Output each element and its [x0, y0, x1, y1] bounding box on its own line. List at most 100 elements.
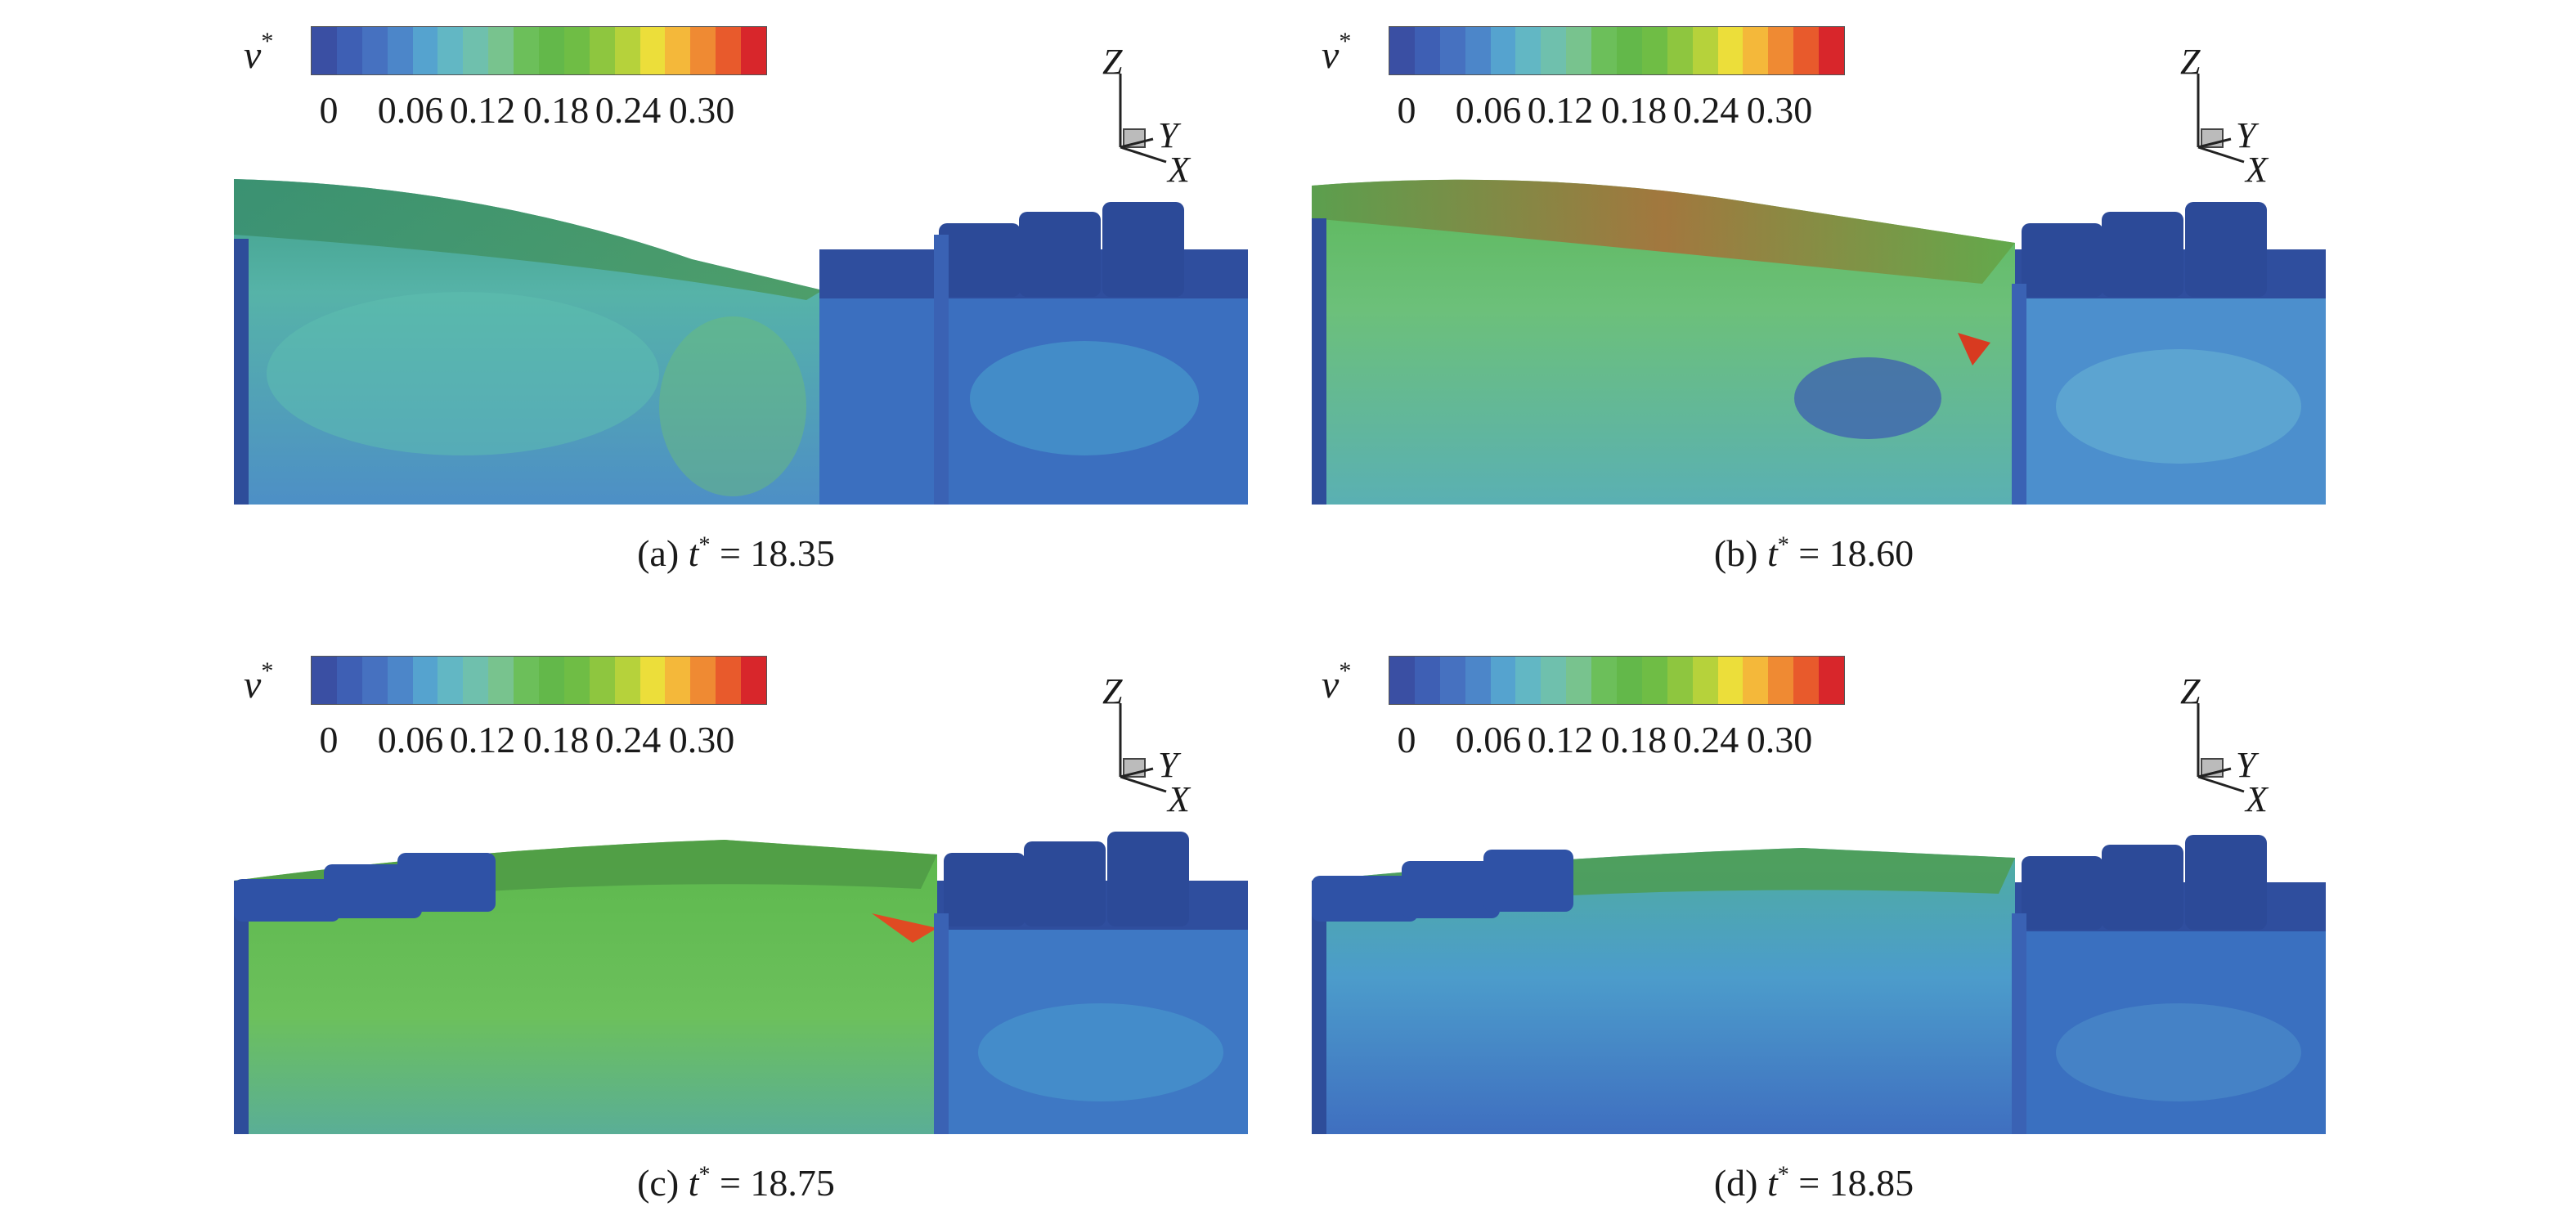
colorbar-tick-label: 0.24	[595, 719, 662, 760]
axis-label-x: X	[1168, 150, 1190, 190]
colorbar-tick-label: 0.24	[1672, 719, 1739, 760]
colorbar-band	[1490, 657, 1516, 704]
colorbar-band	[690, 27, 716, 74]
axis-triad-icon	[2197, 703, 2245, 793]
axis-label-y: Y	[1158, 745, 1178, 785]
colorbar-band	[361, 657, 388, 704]
colorbar-band	[1692, 27, 1718, 74]
panel-a: v* 0 0.06 0.12 0.18 0.24 0.30 Z Y X	[229, 18, 1308, 590]
colorbar-band	[1515, 657, 1542, 704]
colorbar	[311, 656, 767, 705]
colorbar-band	[1591, 657, 1618, 704]
colorbar-band	[1414, 27, 1440, 74]
colorbar-band	[741, 27, 767, 74]
colorbar-band	[514, 657, 540, 704]
colorbar	[1389, 26, 1845, 75]
colorbar-tick-label: 0	[1397, 719, 1416, 760]
colorbar-band	[589, 27, 615, 74]
colorbar-tick-label: 0.18	[523, 89, 590, 131]
colorbar-band	[539, 27, 564, 74]
colorbar-band	[1439, 27, 1465, 74]
colorbar-band	[387, 27, 413, 74]
colorbar-band	[1414, 657, 1440, 704]
colorbar-band	[1743, 657, 1769, 704]
colorbar	[311, 26, 767, 75]
axis-label-z: Z	[2180, 42, 2201, 82]
axis-triad: Z Y X	[2180, 671, 2311, 819]
axis-triad-icon	[1119, 703, 1167, 793]
colorbar-tick-label: 0.24	[595, 89, 662, 131]
colorbar-band	[514, 27, 540, 74]
colorbar-band	[1389, 657, 1415, 704]
colorbar-band	[563, 27, 590, 74]
colorbar-band	[438, 27, 464, 74]
colorbar-band	[1641, 27, 1667, 74]
colorbar-band	[1617, 657, 1642, 704]
colorbar-band	[1819, 657, 1845, 704]
axis-label-y: Y	[2236, 745, 2256, 785]
colorbar-tick-label: 0.18	[1600, 89, 1667, 131]
panel-d: v* 0 0.06 0.12 0.18 0.24 0.30 Z Y X	[1307, 648, 2386, 1220]
axis-triad: Z Y X	[1102, 42, 1233, 190]
colorbar-tick-label: 0.12	[449, 719, 516, 760]
colorbar-tick-label: 0.30	[668, 719, 735, 760]
colorbar-tick-label: 0.30	[1746, 89, 1813, 131]
colorbar-band	[1566, 657, 1592, 704]
colorbar-band	[1465, 657, 1491, 704]
colorbar-band	[488, 27, 514, 74]
colorbar-band	[1768, 657, 1794, 704]
panel-caption: (d) t* = 18.85	[1713, 1162, 1914, 1204]
colorbar-band	[563, 657, 590, 704]
colorbar-label: v*	[1322, 657, 1352, 706]
axis-triad: Z Y X	[1102, 671, 1233, 819]
colorbar-band	[1717, 657, 1744, 704]
colorbar-band	[1566, 27, 1592, 74]
colorbar-band	[716, 657, 742, 704]
colorbar-tick-label: 0	[1397, 89, 1416, 131]
colorbar-band	[1490, 27, 1516, 74]
colorbar-band	[1389, 27, 1415, 74]
colorbar-band	[665, 27, 691, 74]
colorbar-tick-label: 0	[319, 89, 339, 131]
colorbar-band	[1515, 27, 1542, 74]
colorbar-band	[1667, 27, 1693, 74]
colorbar-band	[665, 657, 691, 704]
colorbar	[1389, 656, 1845, 705]
simulation-scene-d	[1312, 835, 2326, 1134]
colorbar-tick-label: 0.24	[1672, 89, 1739, 131]
panel-caption: (b) t* = 18.60	[1713, 532, 1914, 574]
colorbar-band	[1641, 657, 1667, 704]
colorbar-band	[1793, 657, 1820, 704]
axis-label-x: X	[2246, 150, 2268, 190]
colorbar-band	[387, 657, 413, 704]
colorbar-band	[412, 27, 438, 74]
colorbar-band	[312, 657, 337, 704]
colorbar-tick-label: 0	[319, 719, 339, 760]
axis-label-y: Y	[1158, 115, 1178, 155]
panel-b: v* 0 0.06 0.12 0.18 0.24 0.30 Z Y X	[1307, 18, 2386, 590]
colorbar-band	[1617, 27, 1642, 74]
colorbar-tick-label: 0.30	[1746, 719, 1813, 760]
colorbar-band	[312, 27, 337, 74]
colorbar-band	[1692, 657, 1718, 704]
colorbar-band	[614, 657, 640, 704]
colorbar-band	[1768, 27, 1794, 74]
colorbar-label: v*	[244, 28, 274, 77]
colorbar-tick-label: 0.06	[1455, 719, 1522, 760]
colorbar-band	[741, 657, 767, 704]
colorbar-band	[1541, 657, 1567, 704]
colorbar-band	[589, 657, 615, 704]
axis-triad-icon	[2197, 74, 2245, 164]
panel-c: v* 0 0.06 0.12 0.18 0.24 0.30 Z Y X	[229, 648, 1308, 1220]
panel-caption: (c) t* = 18.75	[637, 1162, 835, 1204]
axis-triad: Z Y X	[2180, 42, 2311, 190]
colorbar-band	[1743, 27, 1769, 74]
colorbar-tick-label: 0.06	[1455, 89, 1522, 131]
colorbar-tick-label: 0.18	[523, 719, 590, 760]
simulation-scene-b	[1312, 179, 2326, 505]
axis-triad-icon	[1119, 74, 1167, 164]
colorbar-band	[1793, 27, 1820, 74]
axis-label-x: X	[2246, 779, 2268, 819]
axis-label-y: Y	[2236, 115, 2256, 155]
colorbar-band	[640, 657, 666, 704]
